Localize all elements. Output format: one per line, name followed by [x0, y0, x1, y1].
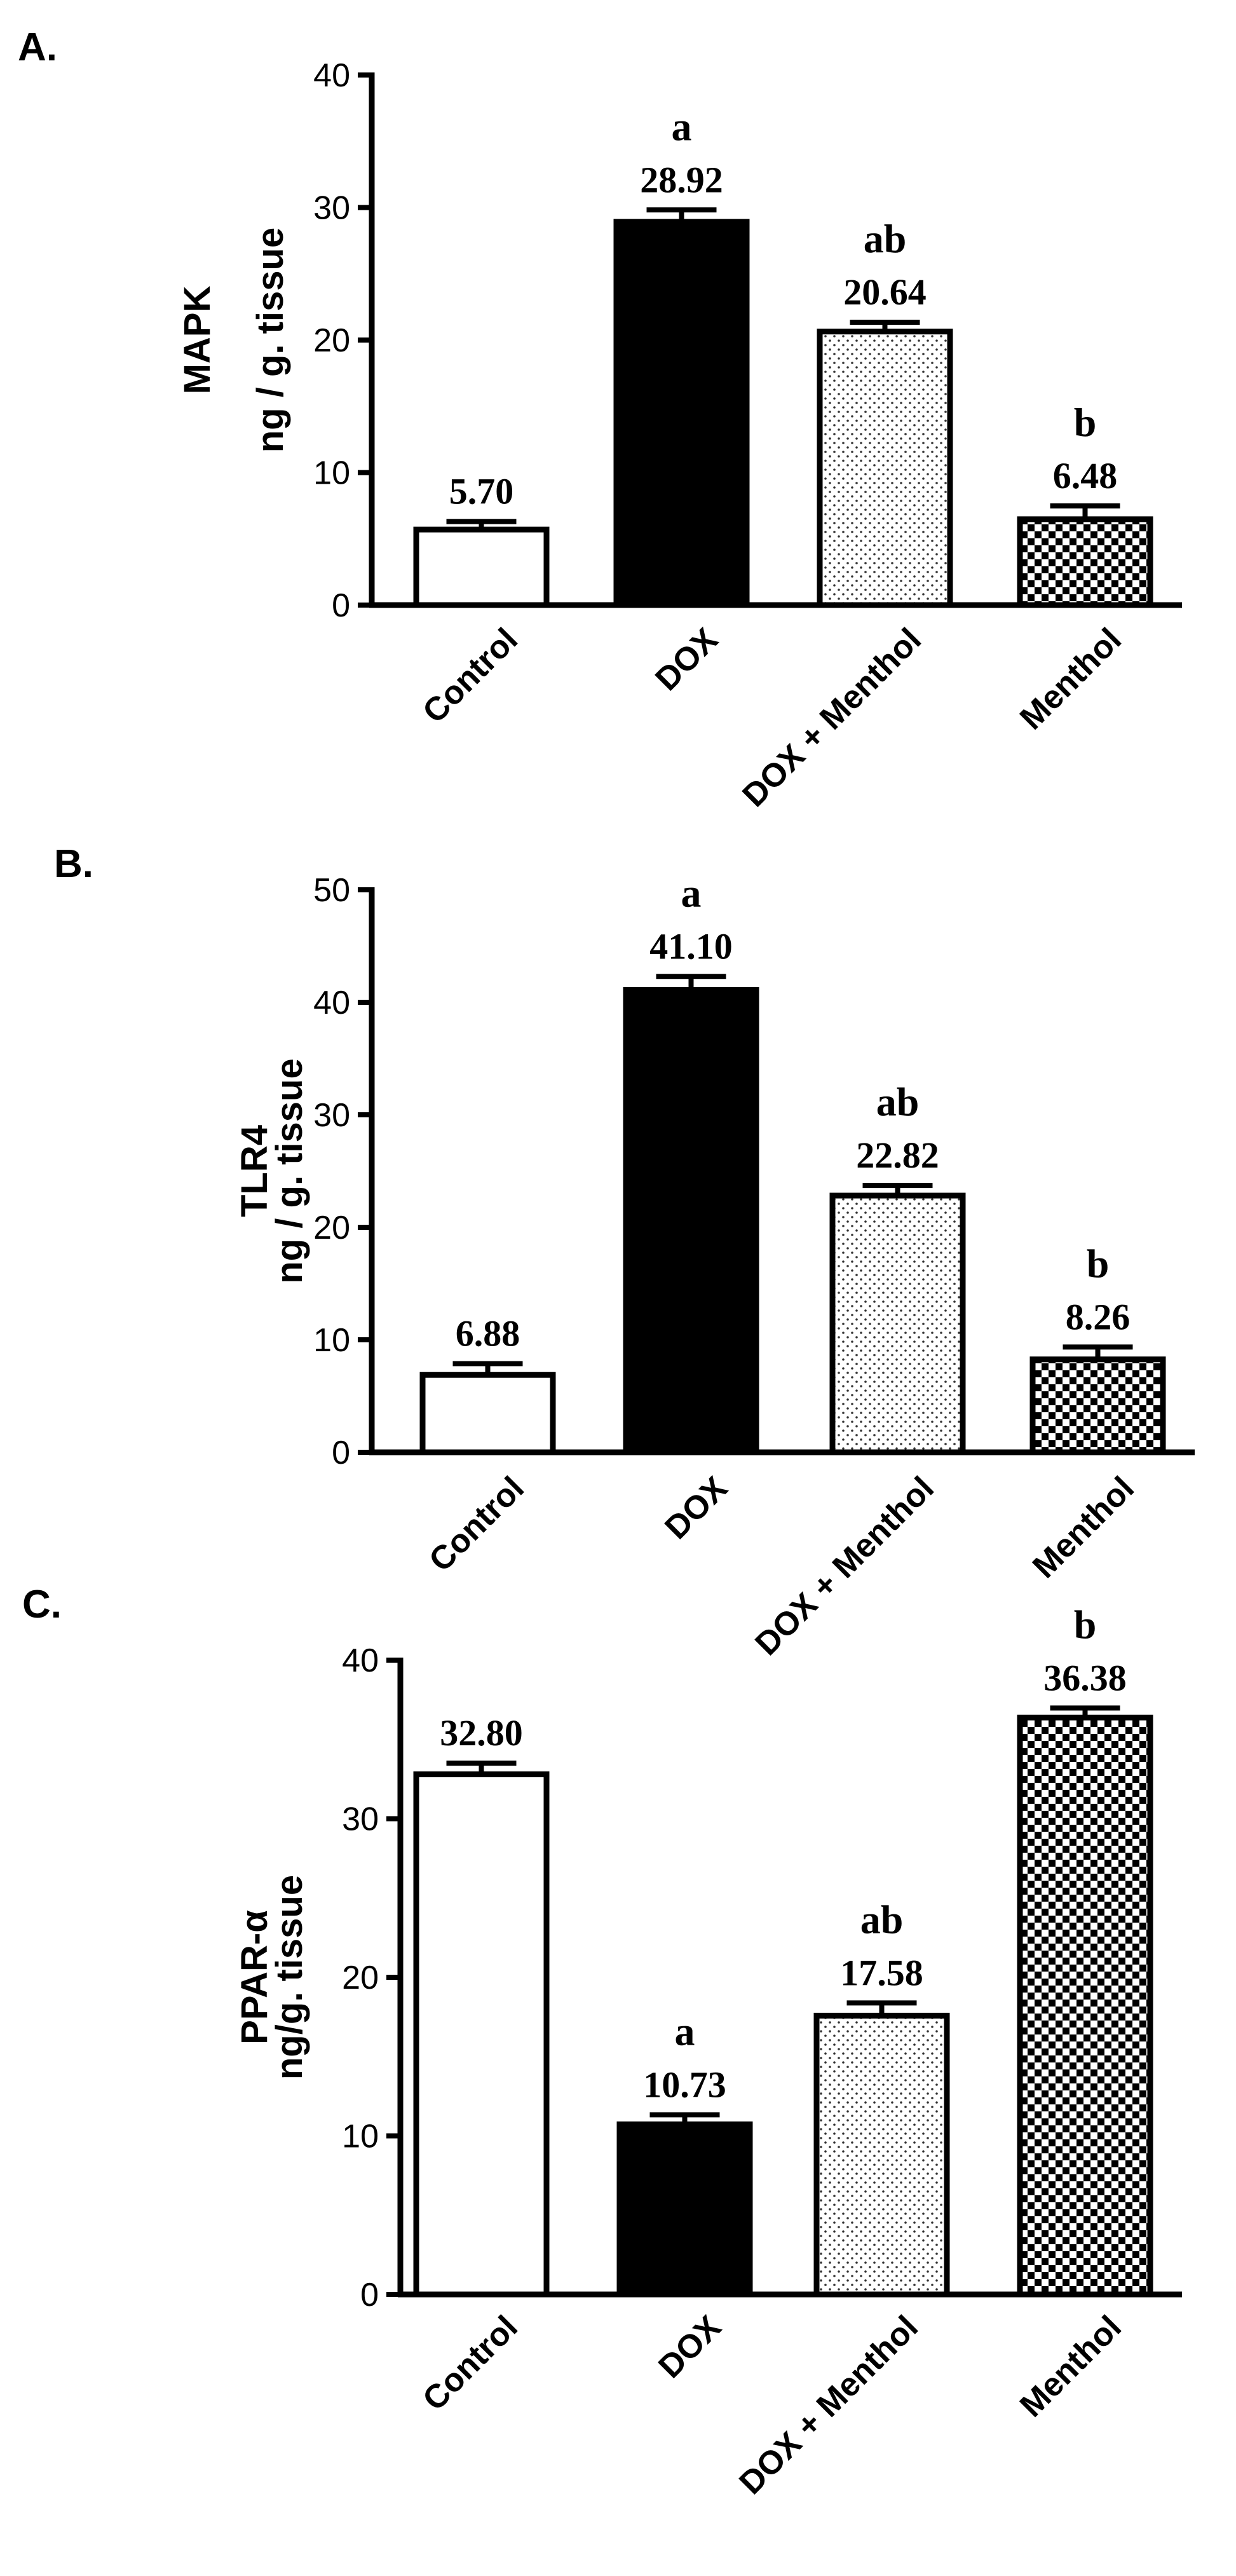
x-category-label: Menthol: [1013, 2308, 1129, 2424]
data-label: 20.64: [843, 271, 927, 313]
y-tick-label: 50: [313, 872, 350, 909]
y-tick-label: 10: [342, 2118, 379, 2155]
significance-label: ab: [864, 216, 907, 261]
y-tick-label: 10: [313, 1322, 350, 1359]
significance-label: b: [1074, 400, 1097, 445]
bar: [829, 1192, 966, 1455]
data-label: 22.82: [856, 1135, 939, 1176]
data-label: 17.58: [840, 1952, 923, 1993]
data-label: 41.10: [649, 925, 733, 967]
x-category-label: DOX: [651, 2308, 728, 2385]
bar: [616, 2121, 753, 2298]
x-category-label: DOX + Menthol: [748, 1469, 941, 1663]
significance-label: ab: [860, 1897, 904, 1942]
y-tick-label: 0: [360, 2277, 379, 2314]
x-category-label: Menthol: [1026, 1469, 1141, 1585]
data-label: 6.88: [456, 1313, 520, 1354]
bar: [613, 219, 750, 608]
significance-label: ab: [876, 1079, 920, 1124]
y-tick-label: 20: [313, 1210, 350, 1246]
bar: [413, 526, 550, 608]
data-label: 6.48: [1053, 455, 1118, 496]
panel-label: A.: [18, 25, 57, 69]
significance-label: b: [1074, 1602, 1097, 1647]
bar: [623, 987, 759, 1455]
data-label: 5.70: [449, 471, 514, 512]
x-category-label: DOX: [658, 1469, 735, 1546]
y-tick-label: 30: [342, 1801, 379, 1838]
x-category-label: DOX + Menthol: [735, 621, 928, 814]
y-tick-label: 10: [313, 455, 350, 492]
data-label: 32.80: [440, 1712, 523, 1754]
x-category-label: DOX + Menthol: [732, 2308, 925, 2502]
data-label: 8.26: [1066, 1296, 1131, 1337]
bar: [1017, 1714, 1153, 2298]
bar: [413, 1771, 550, 2298]
y-axis-title-line: ng / g. tissue: [269, 1058, 310, 1284]
significance-label: a: [672, 104, 692, 149]
bar: [419, 1372, 556, 1455]
y-tick-label: 30: [313, 190, 350, 227]
x-category-label: Control: [416, 621, 525, 730]
y-axis-title-line: ng/g. tissue: [269, 1875, 310, 2080]
data-label: 36.38: [1043, 1657, 1127, 1698]
y-tick-label: 0: [332, 587, 350, 624]
x-category-label: Menthol: [1013, 621, 1129, 737]
bar: [813, 2012, 950, 2298]
chart-panel-a: A. 0 10 20 30 40 MAPK ng / g. tissue 5.70 Control…: [18, 25, 1182, 814]
y-tick-label: 40: [313, 57, 350, 94]
y-tick-label: 40: [313, 985, 350, 1021]
bar: [1029, 1356, 1166, 1455]
bar: [1017, 516, 1153, 608]
significance-label: b: [1087, 1241, 1110, 1286]
significance-label: a: [675, 2008, 695, 2054]
x-category-label: Control: [416, 2308, 525, 2418]
y-axis-title-line: MAPK: [177, 286, 218, 395]
panel-label: B.: [54, 842, 93, 886]
x-category-label: Control: [422, 1469, 531, 1579]
y-tick-label: 20: [313, 322, 350, 359]
y-tick-label: 0: [332, 1435, 350, 1471]
y-tick-label: 30: [313, 1097, 350, 1134]
bar: [817, 329, 953, 608]
y-axis-title-line: ng / g. tissue: [250, 228, 291, 453]
significance-label: a: [681, 870, 702, 915]
y-tick-label: 20: [342, 1959, 379, 1996]
x-category-label: DOX: [648, 621, 725, 698]
data-label: 28.92: [640, 159, 723, 200]
y-tick-label: 40: [342, 1642, 379, 1679]
chart-panel-c: C. 0 10 20 30 40 PPAR-αng/g. tissue 32.80 Contro…: [22, 1583, 1182, 2502]
panel-label: C.: [22, 1583, 62, 1626]
y-axis-title-line: PPAR-α: [234, 1910, 275, 2045]
data-label: 10.73: [643, 2064, 726, 2105]
y-axis-title-line: TLR4: [234, 1125, 275, 1217]
